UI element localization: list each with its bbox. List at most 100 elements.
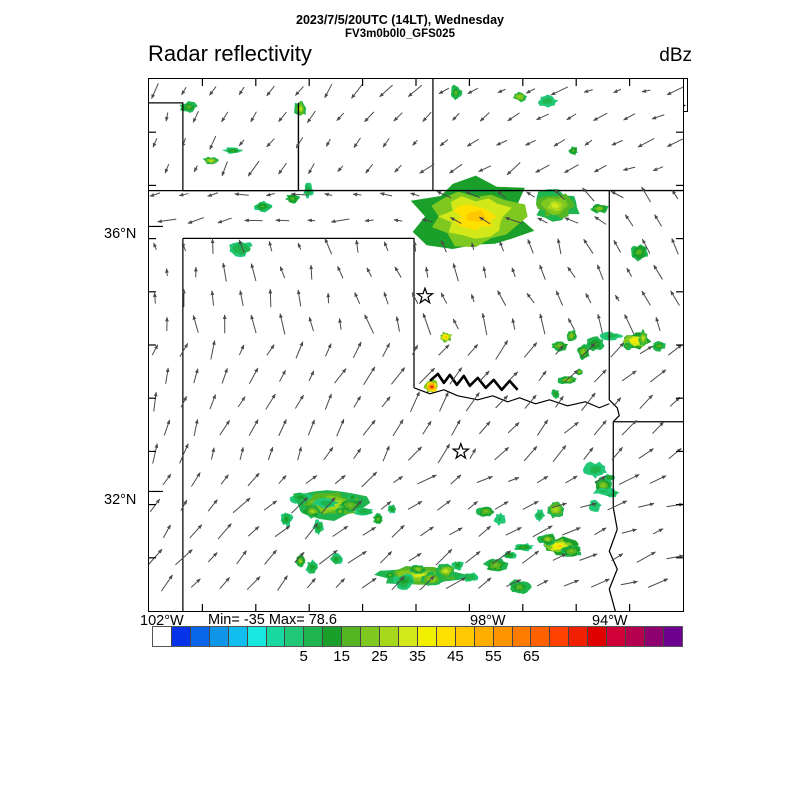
colorbar-tick-65: 65 — [522, 648, 540, 665]
wind-vector — [636, 551, 656, 563]
wind-vector — [638, 448, 654, 459]
wind-vector — [318, 549, 338, 565]
wind-vector — [410, 192, 420, 197]
wind-vector — [611, 139, 623, 146]
wind-vector — [354, 292, 361, 305]
wind-vector — [364, 314, 375, 334]
wind-vector — [492, 550, 512, 565]
wind-vector — [210, 290, 215, 306]
wind-vector — [439, 139, 449, 147]
wind-vector — [495, 395, 509, 409]
wind-vector — [668, 448, 682, 460]
colorbar-swatch-11 — [361, 627, 381, 646]
reflectivity-echo — [609, 335, 614, 337]
wind-vector — [250, 314, 257, 334]
wind-vector — [352, 500, 363, 511]
wind-vector — [306, 577, 316, 589]
wind-vector — [471, 242, 475, 251]
wind-vector — [151, 83, 159, 99]
wind-vector — [506, 162, 521, 176]
wind-vector — [247, 160, 260, 177]
wind-vector — [153, 242, 157, 251]
wind-vector — [451, 419, 461, 436]
wind-vector — [307, 218, 316, 223]
wind-vector — [232, 497, 251, 514]
wind-vector — [217, 523, 232, 540]
colorbar-tick-15: 15 — [333, 648, 350, 665]
wind-vector — [649, 475, 667, 484]
wind-vector — [336, 112, 345, 121]
wind-vector — [449, 367, 463, 385]
wind-vector — [554, 189, 565, 201]
colorbar-swatch-20 — [531, 627, 551, 646]
wind-vector — [497, 190, 507, 199]
wind-vector — [383, 241, 389, 252]
wind-vector — [265, 192, 275, 197]
wind-vector — [221, 161, 228, 177]
wind-vector — [621, 528, 638, 534]
wind-vector — [585, 293, 592, 304]
wind-vector — [422, 111, 432, 122]
wind-vector — [321, 497, 336, 514]
reflectivity-echo — [298, 496, 303, 499]
wind-vector — [611, 446, 623, 461]
colorbar-tick-45: 45 — [447, 648, 464, 665]
wind-vector — [667, 344, 683, 356]
colorbar-swatch-2 — [190, 627, 210, 646]
wind-vector — [417, 474, 437, 485]
wind-vector — [394, 164, 402, 173]
wind-vector — [445, 577, 466, 590]
wind-vector — [210, 447, 216, 460]
wind-vector — [507, 422, 520, 434]
reflectivity-echo — [498, 518, 501, 521]
colorbar-swatches[interactable] — [152, 626, 683, 647]
wind-vector — [152, 443, 159, 464]
wind-vector — [175, 549, 193, 566]
wind-vector — [580, 342, 596, 358]
wind-vector — [304, 523, 318, 540]
wind-vector — [335, 578, 346, 589]
wind-vector — [207, 552, 218, 563]
wind-vector — [652, 421, 665, 434]
wind-vector — [149, 498, 161, 513]
wind-vector — [611, 553, 624, 562]
wind-vector — [383, 291, 389, 305]
wind-vector — [438, 87, 450, 95]
wind-vector — [380, 551, 393, 564]
reflectivity-echo — [389, 574, 391, 576]
colorbar[interactable]: 5 15 25 35 45 55 65 — [152, 626, 683, 665]
reflectivity-echo — [545, 538, 550, 541]
reflectivity-echo — [601, 490, 606, 493]
wind-vector — [552, 445, 567, 463]
wind-vector — [296, 289, 302, 307]
wind-vector — [593, 420, 607, 436]
wind-vector — [536, 475, 549, 484]
wind-vector — [266, 138, 275, 148]
reflectivity-echo — [311, 565, 314, 569]
wind-vector — [622, 166, 636, 171]
wind-vector — [325, 138, 331, 147]
wind-vector — [353, 137, 361, 148]
wind-vector — [469, 448, 477, 459]
colorbar-swatch-1 — [171, 627, 191, 646]
wind-vector — [279, 369, 286, 382]
wind-vector — [410, 391, 420, 413]
reflectivity-echo — [351, 496, 353, 499]
wind-vector — [439, 391, 449, 412]
reflectivity-echo — [521, 546, 526, 548]
wind-vector — [584, 139, 593, 146]
wind-vector — [465, 551, 481, 564]
reflectivity-echo — [444, 570, 448, 573]
wind-vector — [219, 577, 230, 590]
wind-vector — [193, 165, 198, 173]
colorbar-swatch-7 — [285, 627, 305, 646]
colorbar-swatch-4 — [228, 627, 248, 646]
wind-vector — [246, 576, 261, 591]
wind-vector — [504, 217, 523, 224]
wind-vector — [563, 164, 579, 174]
wind-vector — [366, 267, 372, 277]
wind-vector — [594, 527, 607, 536]
wind-vector — [334, 474, 346, 485]
wind-vector — [334, 368, 347, 384]
wind-vector — [353, 448, 362, 460]
